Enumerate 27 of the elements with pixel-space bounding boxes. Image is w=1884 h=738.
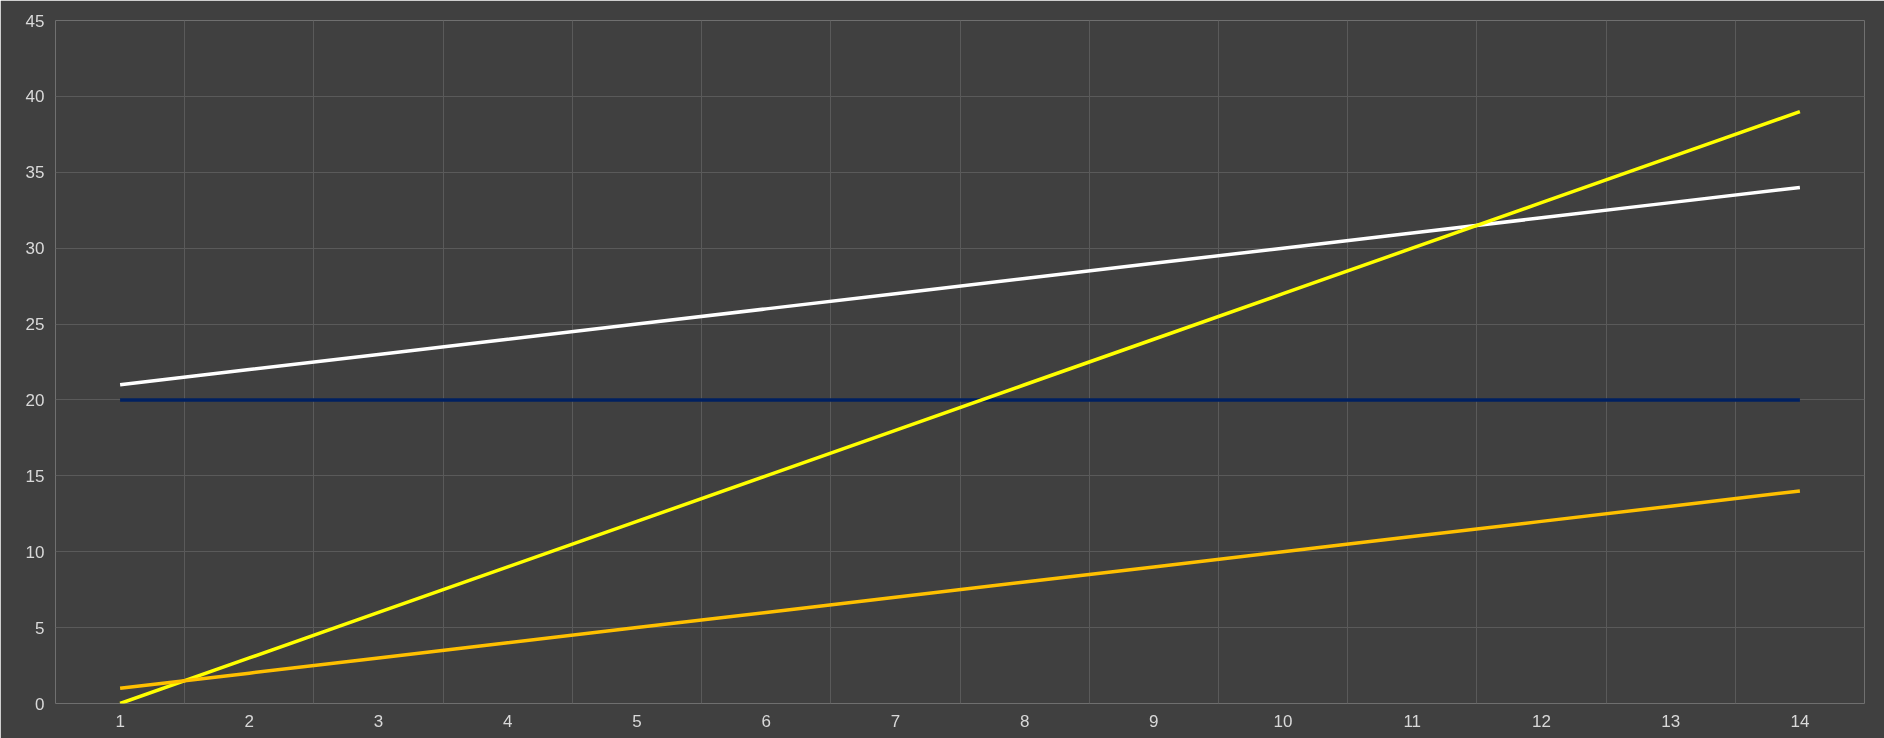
x-tick-label: 8 [1019,711,1030,731]
line-series [118,489,1802,691]
x-tick-label: 2 [244,711,255,731]
x-tick-label: 9 [1149,711,1159,731]
y-tick-label: 45 [25,11,45,31]
line-series [118,109,1802,704]
x-tick-label: 5 [632,711,642,731]
y-tick-label: 40 [25,87,45,107]
y-tick-label: 15 [25,466,45,486]
y-tick-label: 25 [25,315,45,335]
x-tick-label: 4 [503,711,513,731]
y-tick-label: 10 [25,542,45,562]
line-series [118,185,1802,387]
x-tick-label: 1 [115,711,125,731]
y-tick-label: 30 [25,239,45,259]
x-tick-label: 13 [1661,711,1681,731]
x-tick-label: 6 [761,711,771,731]
y-tick-label: 5 [35,618,45,638]
x-tick-label: 11 [1403,711,1422,731]
x-tick-label: 3 [373,711,384,731]
y-tick-label: 0 [35,694,45,714]
x-tick-label: 12 [1532,711,1551,731]
x-tick-label: 10 [1273,711,1293,731]
y-tick-label: 20 [25,390,45,410]
y-tick-label: 35 [25,163,45,183]
x-tick-label: 14 [1790,711,1810,731]
x-tick-label: 7 [890,711,901,731]
